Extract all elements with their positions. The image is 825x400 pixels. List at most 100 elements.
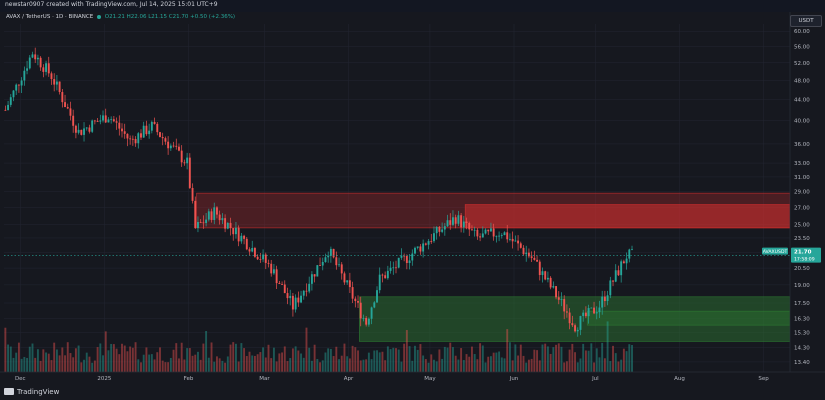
price-tick-label: 23.50	[794, 236, 810, 242]
volume-bar	[310, 360, 313, 372]
candle-body	[327, 255, 330, 258]
candle-body	[519, 243, 522, 248]
candle-body	[533, 257, 536, 260]
candle-body	[329, 248, 332, 256]
candle-body	[427, 241, 430, 245]
candle-body	[186, 157, 189, 164]
candle-body	[584, 312, 587, 317]
candle-body	[42, 67, 45, 72]
candle-body	[400, 255, 403, 258]
volume-bar	[142, 354, 145, 372]
volume-bar	[69, 353, 72, 372]
volume-bar	[603, 358, 606, 372]
price-tick-label: 17.50	[794, 301, 810, 307]
volume-bar	[441, 358, 444, 372]
candle-body	[316, 265, 319, 277]
volume-bar	[584, 350, 587, 372]
header-bar: newstar0907 created with TradingView.com…	[0, 0, 825, 12]
candle-body	[213, 207, 216, 220]
volume-bar	[278, 353, 281, 372]
volume-bar	[500, 357, 503, 372]
candle-body	[197, 222, 199, 229]
time-tick-label: Mar	[259, 376, 270, 382]
volume-bar	[433, 359, 435, 372]
volume-bar	[188, 348, 191, 372]
volume-bar	[560, 346, 563, 372]
volume-bar	[256, 354, 259, 372]
candle-body	[205, 219, 208, 224]
volume-bar	[316, 359, 319, 372]
volume-bar	[430, 354, 433, 372]
volume-bar	[332, 356, 335, 372]
volume-bar	[563, 362, 566, 372]
time-tick-label: Feb	[184, 376, 194, 382]
candle-body	[595, 312, 598, 314]
candle-body	[229, 222, 232, 229]
price-axis[interactable]: 60.00 56.00 52.00 48.00 44.00 40.00 36.00 33.00…	[789, 12, 825, 374]
time-tick-label: May	[424, 376, 436, 382]
volume-bar	[471, 346, 473, 372]
currency-button[interactable]: USDT	[790, 15, 822, 27]
volume-bar	[479, 343, 482, 372]
candle-body	[302, 290, 305, 296]
candle-body	[536, 259, 539, 262]
volume-bar	[538, 360, 541, 372]
volume-bar	[248, 351, 251, 372]
candle-body	[414, 247, 416, 254]
price-tick-label: 27.00	[794, 205, 810, 211]
volume-bar	[631, 345, 633, 372]
time-tick-label: 2025	[97, 376, 111, 382]
volume-bar	[498, 351, 501, 372]
price-tick-label: 29.00	[794, 190, 810, 196]
candle-body	[376, 290, 378, 303]
candle-body	[142, 125, 145, 138]
candle-body	[275, 269, 278, 284]
volume-bar	[327, 348, 330, 372]
volume-bar	[64, 355, 66, 372]
candle-body	[609, 280, 612, 296]
candle-body	[283, 284, 286, 294]
candle-body	[555, 286, 558, 298]
status-dot-icon	[97, 14, 101, 19]
volume-bar	[506, 329, 509, 372]
candle-body	[194, 200, 197, 229]
candle-body	[362, 317, 365, 319]
candle-body	[381, 274, 384, 276]
volume-bar	[148, 354, 151, 372]
time-axis[interactable]: Dec 2025 Feb Mar Apr May Jun Jul Aug Sep	[0, 371, 825, 382]
candle-body	[370, 307, 373, 319]
candle-body	[291, 295, 294, 310]
volume-bar	[110, 343, 113, 372]
volume-bar	[367, 352, 370, 372]
candle-body	[28, 57, 31, 69]
candle-body	[367, 318, 370, 325]
candle-body	[614, 270, 617, 282]
volume-bar	[319, 362, 321, 372]
candle-body	[112, 119, 115, 122]
volume-bar	[595, 348, 598, 372]
candle-body	[359, 302, 362, 319]
candle-body	[487, 229, 490, 232]
volume-bar	[414, 345, 416, 372]
volume-bar	[216, 356, 218, 372]
price-badge-value: 21.70	[794, 250, 812, 256]
candle-body	[66, 107, 69, 109]
price-tick-label: 13.40	[794, 360, 810, 366]
volume-bar	[169, 357, 172, 372]
candle-body	[188, 157, 191, 188]
candle-body	[422, 243, 425, 252]
candle-body	[452, 217, 454, 225]
volume-bar	[522, 355, 525, 372]
candle-body	[129, 138, 132, 140]
candle-body	[234, 227, 237, 235]
candle-body	[164, 138, 167, 142]
candle-body	[218, 214, 221, 221]
candle-body	[69, 108, 72, 116]
candle-body	[126, 133, 129, 139]
time-tick-label: Jun	[509, 376, 519, 382]
volume-bar	[226, 356, 229, 372]
volume-bar	[454, 355, 457, 372]
volume-bar	[191, 355, 194, 372]
volume-bar	[167, 362, 170, 372]
